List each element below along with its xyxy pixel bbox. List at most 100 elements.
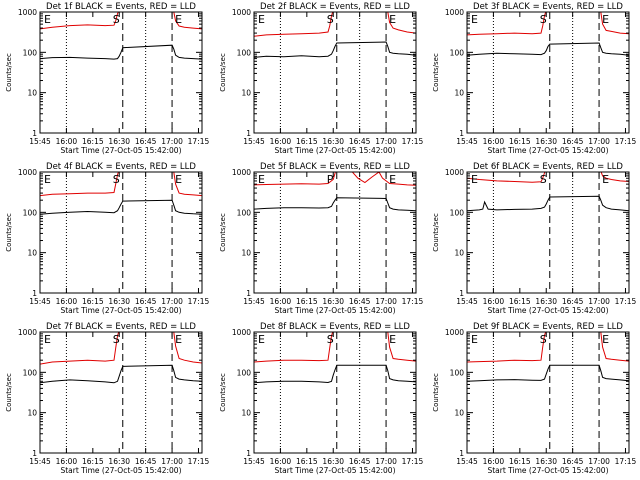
events-series-line — [254, 41, 416, 58]
plot-frame — [253, 11, 417, 134]
x-tick-label: 16:00 — [56, 137, 78, 146]
panel-title: Det 7f BLACK = Events, RED = LLD — [46, 322, 196, 332]
x-tick-label: 17:00 — [161, 457, 183, 466]
x-tick-label: 16:30 — [108, 457, 130, 466]
x-tick-label: 16:45 — [135, 297, 157, 306]
x-tick-label: 16:30 — [535, 297, 557, 306]
y-tick-label: 1000 — [18, 8, 37, 17]
y-tick-label: 1 — [32, 449, 37, 458]
x-tick-label: 16:30 — [108, 297, 130, 306]
marker-label: S — [540, 333, 547, 346]
chart-panel-4: Det 4f BLACK = Events, RED = LLD 1 10 100 10… — [5, 162, 210, 315]
marker-label: E — [258, 333, 265, 346]
x-tick-label: 17:00 — [588, 457, 610, 466]
x-tick-label: 17:15 — [188, 457, 210, 466]
y-tick-label: 100 — [237, 208, 252, 217]
marker-label: S — [113, 333, 120, 346]
x-tick-label: 16:15 — [296, 457, 318, 466]
x-tick-label: 15:45 — [456, 137, 478, 146]
y-tick-label: 100 — [23, 368, 38, 377]
x-axis-label: Start Time (27-Oct-05 15:42:00) — [487, 466, 608, 475]
y-tick-label: 1 — [459, 289, 464, 298]
y-tick-label: 1000 — [232, 328, 251, 337]
y-tick-label: 100 — [450, 48, 465, 57]
plot-frame — [466, 171, 630, 294]
y-tick-label: 1 — [246, 289, 251, 298]
marker-label: E — [258, 13, 265, 26]
y-tick-label: 1000 — [18, 328, 37, 337]
panel-title: Det 1f BLACK = Events, RED = LLD — [46, 2, 196, 12]
lld-series-line — [254, 172, 416, 186]
y-tick-label: 10 — [241, 249, 251, 258]
y-tick-label: 100 — [450, 368, 465, 377]
x-tick-label: 15:45 — [29, 297, 51, 306]
chart-panel-5: Det 5f BLACK = Events, RED = LLD 1 10 100 10… — [219, 162, 424, 315]
x-axis-label: Start Time (27-Oct-05 15:42:00) — [274, 466, 395, 475]
y-axis-label: Counts/sec — [432, 213, 440, 252]
x-tick-label: 15:45 — [456, 297, 478, 306]
y-tick-label: 10 — [454, 89, 464, 98]
marker-label: S — [327, 333, 334, 346]
x-tick-label: 16:00 — [56, 457, 78, 466]
x-tick-label: 15:45 — [456, 457, 478, 466]
marker-label: S — [113, 173, 120, 186]
x-tick-label: 16:45 — [562, 457, 584, 466]
panel-title: Det 5f BLACK = Events, RED = LLD — [260, 162, 410, 172]
x-tick-label: 16:15 — [509, 457, 531, 466]
marker-label: S — [327, 13, 334, 26]
x-tick-label: 16:45 — [562, 137, 584, 146]
y-tick-label: 1000 — [232, 168, 251, 177]
panel-title: Det 4f BLACK = Events, RED = LLD — [46, 162, 196, 172]
y-tick-label: 1000 — [18, 168, 37, 177]
x-tick-label: 15:45 — [243, 297, 265, 306]
x-tick-label: 16:00 — [483, 457, 505, 466]
plot-frame — [466, 331, 630, 454]
x-tick-label: 16:15 — [82, 297, 104, 306]
marker-label: E — [175, 13, 182, 26]
y-tick-label: 1000 — [232, 8, 251, 17]
y-tick-label: 10 — [27, 409, 37, 418]
y-tick-label: 1 — [32, 289, 37, 298]
y-tick-label: 100 — [237, 48, 252, 57]
lld-series-line — [467, 332, 629, 363]
chart-panel-1: Det 1f BLACK = Events, RED = LLD 1 10 100 10… — [5, 2, 210, 155]
y-tick-label: 10 — [454, 249, 464, 258]
marker-label: E — [471, 333, 478, 346]
events-series-line — [40, 364, 202, 384]
x-tick-label: 16:00 — [56, 297, 78, 306]
x-tick-label: 15:45 — [29, 137, 51, 146]
marker-label: E — [389, 333, 396, 346]
x-tick-label: 16:45 — [349, 137, 371, 146]
y-axis-label: Counts/sec — [219, 373, 227, 412]
marker-label: E — [44, 173, 51, 186]
x-tick-label: 17:00 — [375, 137, 397, 146]
x-axis-label: Start Time (27-Oct-05 15:42:00) — [60, 146, 181, 155]
x-tick-label: 17:00 — [588, 297, 610, 306]
x-tick-label: 16:45 — [349, 297, 371, 306]
y-tick-label: 10 — [241, 89, 251, 98]
marker-label: E — [602, 13, 609, 26]
lld-series-line — [254, 332, 416, 363]
marker-label: S — [113, 13, 120, 26]
lld-series-line — [40, 332, 202, 365]
x-tick-label: 15:45 — [29, 457, 51, 466]
y-tick-label: 1 — [459, 129, 464, 138]
plot-frame — [253, 331, 417, 454]
marker-label: E — [471, 173, 478, 186]
x-tick-label: 17:15 — [615, 137, 637, 146]
marker-label: E — [44, 13, 51, 26]
plot-frame — [39, 171, 203, 294]
x-tick-label: 16:45 — [135, 457, 157, 466]
plot-frame — [39, 331, 203, 454]
y-tick-label: 10 — [241, 409, 251, 418]
x-tick-label: 16:00 — [270, 137, 292, 146]
x-tick-label: 16:15 — [509, 137, 531, 146]
x-tick-label: 17:15 — [188, 137, 210, 146]
plot-frame — [39, 11, 203, 134]
x-tick-label: 16:00 — [483, 297, 505, 306]
y-tick-label: 1000 — [445, 8, 464, 17]
y-tick-label: 100 — [237, 368, 252, 377]
x-tick-label: 16:15 — [82, 457, 104, 466]
y-tick-label: 1000 — [445, 168, 464, 177]
y-axis-label: Counts/sec — [219, 53, 227, 92]
